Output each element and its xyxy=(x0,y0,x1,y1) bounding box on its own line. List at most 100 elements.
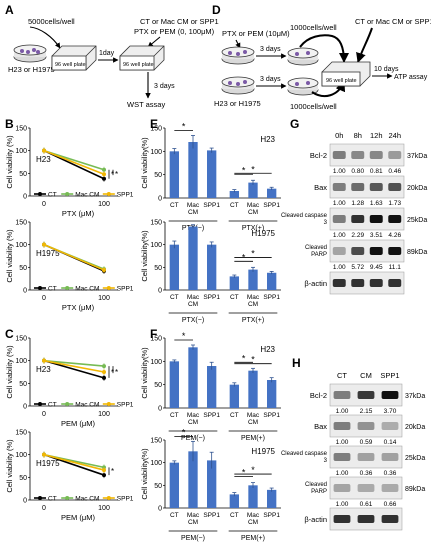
category-label: SPP1 xyxy=(263,294,280,301)
y-tick-label: 150 xyxy=(15,220,27,227)
bar xyxy=(207,244,217,290)
y-tick-label: 150 xyxy=(150,438,162,445)
blot-band xyxy=(381,515,399,523)
d-dish-top-icon xyxy=(221,46,255,65)
a-assay-delay: 3 days xyxy=(154,83,175,90)
legend-marker xyxy=(106,192,111,196)
blot-band xyxy=(332,183,346,191)
y-tick-label: 50 xyxy=(154,265,162,272)
blot-band xyxy=(351,247,365,255)
legend-label: SPP1 xyxy=(117,286,134,293)
quant-value: 0.59 xyxy=(360,439,373,446)
x-axis-label: PTX (μM) xyxy=(62,303,95,312)
quant-value: 2.15 xyxy=(360,408,373,415)
blot-row-bcl-2: Bcl-2 37kDa 1.00 0.80 0.81 0.46 xyxy=(310,143,427,175)
bar xyxy=(248,182,258,198)
significance-star: * xyxy=(251,355,255,365)
quant-value: 1.00 xyxy=(333,168,346,175)
cell-line-label: H1975 xyxy=(251,229,275,238)
blot-band xyxy=(388,183,402,191)
x-axis-label: PTX (μM) xyxy=(62,209,95,218)
d-treat-arrow xyxy=(356,27,373,63)
y-tick-label: 50 xyxy=(154,483,162,490)
panel-label-h: H xyxy=(292,356,301,370)
legend-marker xyxy=(106,402,111,406)
lane-label: CM xyxy=(360,371,372,380)
series-line-mac-cm xyxy=(43,359,105,367)
category-label: CT xyxy=(230,412,239,419)
quant-value: 0.61 xyxy=(360,501,373,508)
category-label: Mac CM xyxy=(247,412,260,426)
group-label: PEM(−) xyxy=(181,435,205,442)
quant-value: 2.29 xyxy=(351,232,364,239)
category-label: Mac CM xyxy=(187,294,200,308)
panel-label-a: A xyxy=(5,3,14,17)
x-tick-label: 0 xyxy=(42,295,46,302)
legend-label: Mac CM xyxy=(75,402,99,409)
y-axis-label: Cell viability (%) xyxy=(5,439,14,493)
group-label: PEM(+) xyxy=(241,535,265,542)
bar xyxy=(229,494,239,508)
cell-line-label: H23 xyxy=(260,135,275,144)
protein-label: Bax xyxy=(314,183,327,192)
kda-label: 37kDa xyxy=(407,153,427,160)
lane-label: SPP1 xyxy=(380,371,399,380)
bar xyxy=(188,451,198,508)
y-tick-label: 50 xyxy=(154,172,162,179)
cell-line-label: H1975 xyxy=(36,249,60,258)
series-line-ct xyxy=(43,359,105,379)
bar xyxy=(169,151,179,198)
y-tick-label: 150 xyxy=(15,126,27,133)
quant-value: 1.00 xyxy=(336,470,349,477)
x-tick-label: 100 xyxy=(98,505,110,512)
protein-label: Cleaved caspase 3 xyxy=(281,213,328,226)
series-line-spp1 xyxy=(43,453,105,471)
category-label: CT xyxy=(230,294,239,301)
protein-label: β-actin xyxy=(304,515,327,524)
d-seed-arrow-top xyxy=(299,34,349,63)
category-label: Mac CM xyxy=(247,202,260,216)
bar xyxy=(188,347,198,408)
bar xyxy=(267,272,277,290)
blot-band xyxy=(388,247,402,255)
y-tick-label: 150 xyxy=(150,336,162,343)
significance-star: * xyxy=(242,353,246,363)
y-tick-label: 0 xyxy=(23,404,27,411)
y-tick-label: 100 xyxy=(150,242,162,249)
y-tick-label: 100 xyxy=(150,359,162,366)
significance-star: * xyxy=(115,170,118,179)
d-seed-top: 1000cells/well xyxy=(290,23,337,32)
cell-line-label: H1975 xyxy=(36,459,60,468)
western-blot-g: 0h 8h 12h 24h Bcl-2 37kDa 1.00 0.80 0.81 0.46 Bax 2… xyxy=(281,131,427,295)
group-label: PEM(−) xyxy=(181,535,205,542)
quant-value: 1.00 xyxy=(333,264,346,271)
legend-marker xyxy=(65,286,70,290)
y-tick-label: 150 xyxy=(15,336,27,343)
group-label: PTX(−) xyxy=(182,317,204,324)
category-label: SPP1 xyxy=(263,412,280,419)
group-label: PTX(+) xyxy=(242,225,264,232)
blot-band xyxy=(333,391,351,399)
bar xyxy=(229,276,239,290)
y-tick-label: 0 xyxy=(23,288,27,295)
category-label: CT xyxy=(170,294,179,301)
d-delay-top: 3 days xyxy=(260,46,281,53)
category-label: SPP1 xyxy=(203,412,220,419)
blot-band xyxy=(333,422,351,430)
a-plate-2-label: 96 well plate xyxy=(123,62,154,68)
category-label: CT xyxy=(170,412,179,419)
blot-band xyxy=(381,453,399,461)
blot-band xyxy=(332,151,346,159)
legend-label: SPP1 xyxy=(117,192,134,199)
blot-membrane xyxy=(329,414,403,438)
quant-value: 0.36 xyxy=(384,470,397,477)
bar xyxy=(229,191,239,198)
bar xyxy=(248,269,258,290)
blot-membrane xyxy=(329,239,405,263)
protein-label: Bax xyxy=(314,422,327,431)
blot-row-cleaved-parp: Cleaved PARP 89kDa 1.00 5.72 9.45 11.1 xyxy=(305,239,427,271)
bar xyxy=(169,244,179,290)
y-tick-label: 0 xyxy=(23,194,27,201)
protein-label: Cleaved PARP xyxy=(305,245,327,258)
